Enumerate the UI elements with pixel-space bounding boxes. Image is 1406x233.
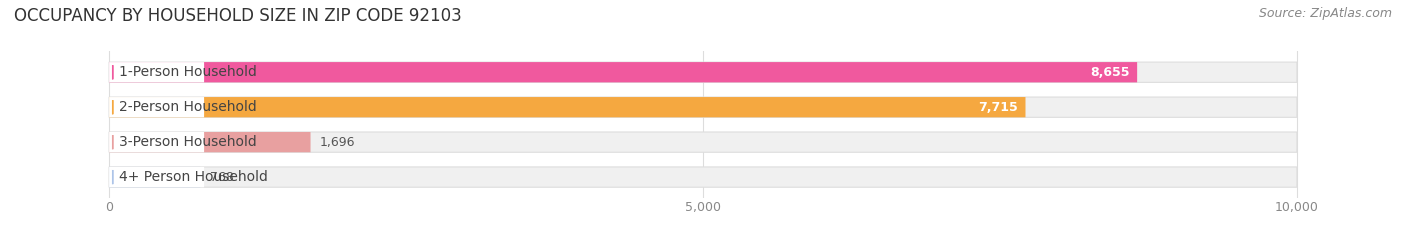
Text: 2-Person Household: 2-Person Household [118,100,256,114]
Text: 1-Person Household: 1-Person Household [118,65,256,79]
FancyBboxPatch shape [110,62,1296,82]
FancyBboxPatch shape [110,132,311,152]
FancyBboxPatch shape [110,62,204,82]
Text: 7,715: 7,715 [979,101,1018,114]
FancyBboxPatch shape [110,62,1137,82]
FancyBboxPatch shape [110,97,1296,117]
FancyBboxPatch shape [110,132,1296,152]
Text: 3-Person Household: 3-Person Household [118,135,256,149]
Text: Source: ZipAtlas.com: Source: ZipAtlas.com [1258,7,1392,20]
Text: 1,696: 1,696 [321,136,356,149]
FancyBboxPatch shape [110,132,204,152]
FancyBboxPatch shape [110,167,1296,187]
Text: OCCUPANCY BY HOUSEHOLD SIZE IN ZIP CODE 92103: OCCUPANCY BY HOUSEHOLD SIZE IN ZIP CODE … [14,7,461,25]
Text: 768: 768 [209,171,233,184]
FancyBboxPatch shape [110,167,200,187]
Text: 4+ Person Household: 4+ Person Household [118,170,267,184]
Text: 8,655: 8,655 [1091,66,1130,79]
FancyBboxPatch shape [110,167,204,187]
FancyBboxPatch shape [110,97,204,117]
FancyBboxPatch shape [110,97,1025,117]
